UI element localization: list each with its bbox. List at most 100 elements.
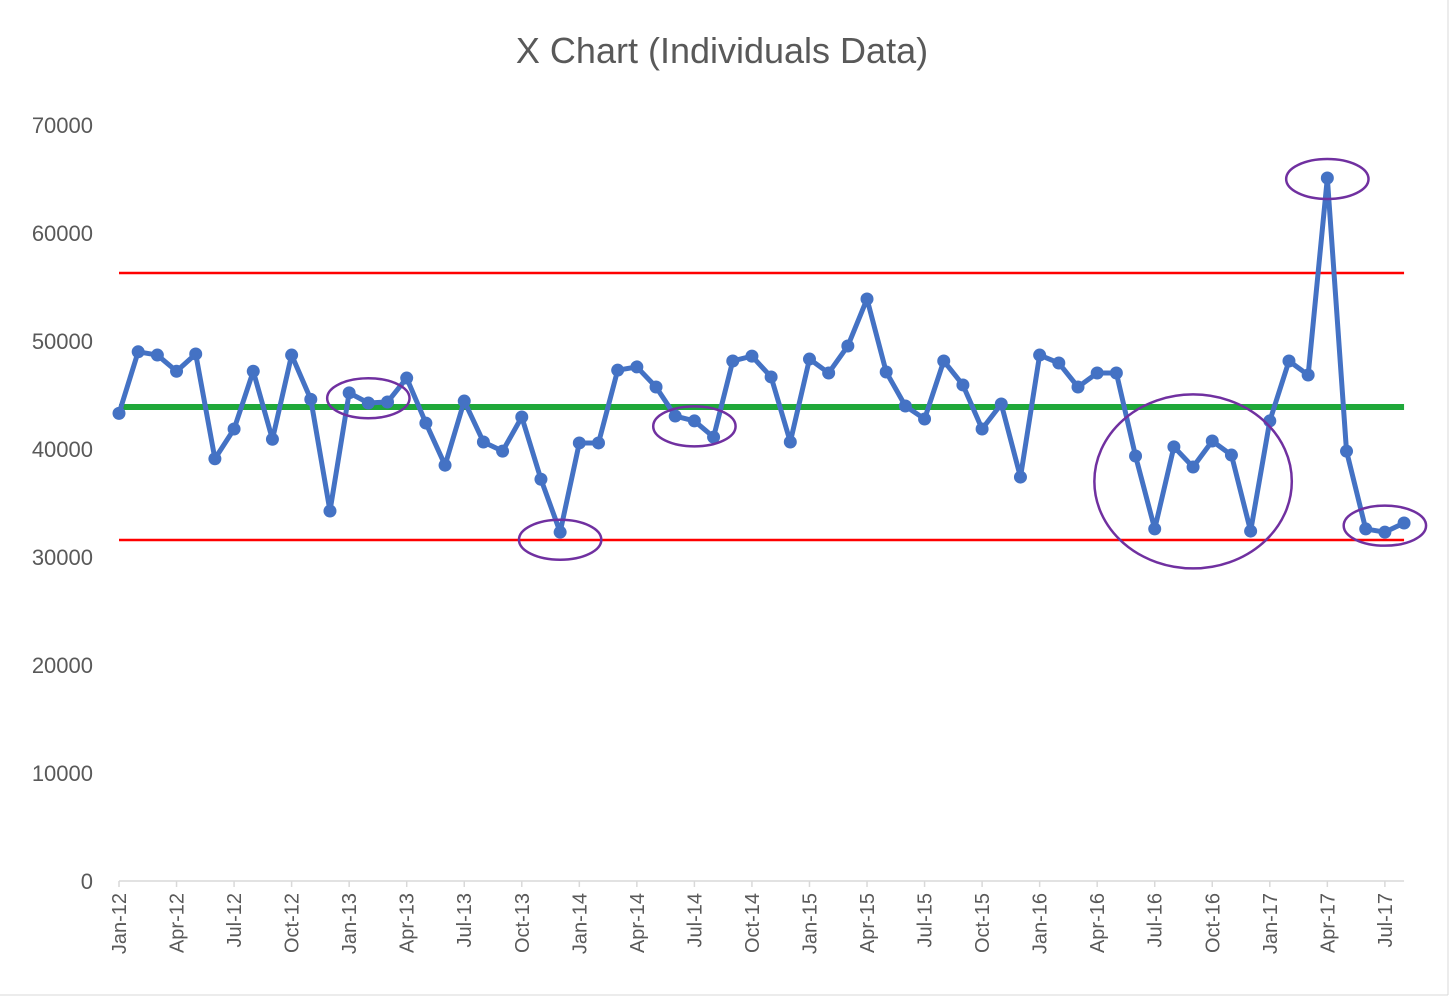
data-point bbox=[572, 436, 586, 450]
data-point bbox=[419, 416, 433, 430]
highlight-ellipse bbox=[325, 376, 411, 420]
data-point bbox=[265, 432, 279, 446]
data-point bbox=[515, 410, 529, 424]
data-point bbox=[630, 360, 644, 374]
x-tick-label: Apr-15 bbox=[857, 893, 879, 953]
data-point bbox=[707, 430, 721, 444]
highlight-ellipse bbox=[651, 405, 737, 448]
data-point bbox=[1282, 354, 1296, 368]
x-tick-label: Oct-14 bbox=[742, 893, 764, 953]
data-point bbox=[1378, 525, 1392, 539]
data-point bbox=[1052, 356, 1066, 370]
data-point bbox=[1205, 434, 1219, 448]
data-point bbox=[1033, 348, 1047, 362]
data-point bbox=[898, 399, 912, 413]
y-tick-label: 50000 bbox=[32, 329, 93, 354]
data-point bbox=[879, 365, 893, 379]
x-tick-label: Oct-15 bbox=[972, 893, 994, 953]
x-tick-label: Jan-17 bbox=[1260, 893, 1282, 954]
data-point bbox=[1244, 524, 1258, 538]
data-point bbox=[1129, 449, 1143, 463]
data-point bbox=[1186, 460, 1200, 474]
y-tick-label: 0 bbox=[81, 869, 93, 894]
x-tick-label: Oct-16 bbox=[1202, 893, 1224, 953]
x-tick-label: Apr-13 bbox=[397, 893, 419, 953]
x-tick-label: Jul-14 bbox=[684, 893, 706, 947]
data-point bbox=[189, 347, 203, 361]
highlight-ellipse bbox=[1342, 504, 1428, 547]
data-point bbox=[1071, 380, 1085, 394]
data-point bbox=[975, 422, 989, 436]
data-point bbox=[400, 371, 414, 385]
data-point bbox=[246, 364, 260, 378]
data-point bbox=[745, 349, 759, 363]
data-point bbox=[918, 412, 932, 426]
data-point bbox=[1340, 444, 1354, 458]
x-tick-label: Jan-16 bbox=[1030, 893, 1052, 954]
data-point bbox=[1397, 516, 1411, 530]
data-point bbox=[112, 406, 126, 420]
highlight-ellipse bbox=[1093, 393, 1294, 570]
x-tick-label: Jan-13 bbox=[339, 893, 361, 954]
data-point bbox=[668, 409, 682, 423]
data-point bbox=[208, 452, 222, 466]
highlight-ellipse bbox=[517, 518, 603, 561]
y-tick-label: 40000 bbox=[32, 437, 93, 462]
data-point bbox=[1167, 440, 1181, 454]
individuals-series-line bbox=[116, 175, 1406, 535]
x-tick-label: Apr-14 bbox=[627, 893, 649, 953]
data-point bbox=[1109, 366, 1123, 380]
data-point bbox=[764, 370, 778, 384]
x-tick-label: Jan-15 bbox=[799, 893, 821, 954]
x-tick-label: Jul-17 bbox=[1375, 893, 1397, 947]
data-point bbox=[611, 363, 625, 377]
data-point bbox=[1301, 368, 1315, 382]
data-point bbox=[150, 348, 164, 362]
data-point bbox=[553, 525, 567, 539]
data-point bbox=[438, 458, 452, 472]
data-point bbox=[323, 504, 337, 518]
x-tick-label: Jan-12 bbox=[109, 893, 131, 954]
x-tick-label: Apr-16 bbox=[1087, 893, 1109, 953]
data-point bbox=[956, 378, 970, 392]
data-point bbox=[342, 386, 356, 400]
data-point bbox=[649, 380, 663, 394]
x-tick-label: Oct-13 bbox=[512, 893, 534, 953]
data-point bbox=[783, 435, 797, 449]
y-tick-label: 30000 bbox=[32, 545, 93, 570]
x-tick-label: Jul-12 bbox=[224, 893, 246, 947]
x-tick-label: Jul-15 bbox=[915, 893, 937, 947]
data-point bbox=[285, 348, 299, 362]
data-point bbox=[361, 396, 375, 410]
y-tick-label: 20000 bbox=[32, 653, 93, 678]
y-tick-label: 70000 bbox=[32, 113, 93, 138]
data-point bbox=[496, 444, 510, 458]
data-point bbox=[1013, 470, 1027, 484]
data-point bbox=[726, 354, 740, 368]
data-point bbox=[592, 436, 605, 450]
x-tick-label: Apr-12 bbox=[167, 893, 189, 953]
data-point bbox=[822, 366, 836, 380]
y-tick-label: 10000 bbox=[32, 761, 93, 786]
data-point bbox=[994, 397, 1008, 411]
data-point bbox=[304, 392, 318, 406]
highlight-ellipse bbox=[1284, 157, 1370, 201]
data-point bbox=[170, 364, 184, 378]
data-point bbox=[1090, 366, 1104, 380]
data-point bbox=[687, 414, 701, 428]
x-tick-label: Jan-14 bbox=[569, 893, 591, 954]
data-point bbox=[860, 292, 874, 306]
data-point bbox=[1320, 171, 1334, 185]
x-tick-label: Jul-13 bbox=[454, 893, 476, 947]
data-point bbox=[457, 394, 471, 408]
data-point bbox=[476, 435, 490, 449]
data-point bbox=[381, 395, 395, 409]
x-tick-label: Jul-16 bbox=[1145, 893, 1167, 947]
x-tick-label: Apr-17 bbox=[1317, 893, 1339, 953]
chart-title: X Chart (Individuals Data) bbox=[516, 30, 928, 71]
y-tick-label: 60000 bbox=[32, 221, 93, 246]
data-point bbox=[227, 422, 241, 436]
data-point bbox=[937, 354, 951, 368]
data-point bbox=[802, 352, 816, 366]
